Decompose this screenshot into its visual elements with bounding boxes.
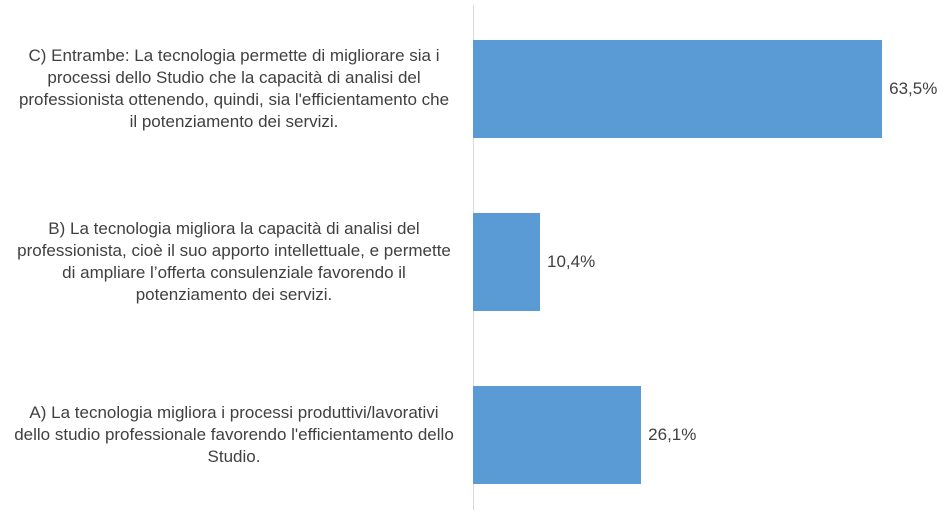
bar [473, 213, 540, 311]
category-label: A) La tecnologia migliora i processi pro… [14, 402, 454, 466]
bar [473, 385, 642, 484]
category-label: B) La tecnologia migliora la capacità di… [17, 219, 451, 304]
value-label: 26,1% [648, 424, 697, 444]
bar [473, 40, 883, 139]
value-label: 10,4% [547, 252, 596, 271]
category-label: C) Entrambe: La tecnologia permette di m… [18, 46, 450, 132]
value-label: 63,5% [889, 79, 938, 99]
